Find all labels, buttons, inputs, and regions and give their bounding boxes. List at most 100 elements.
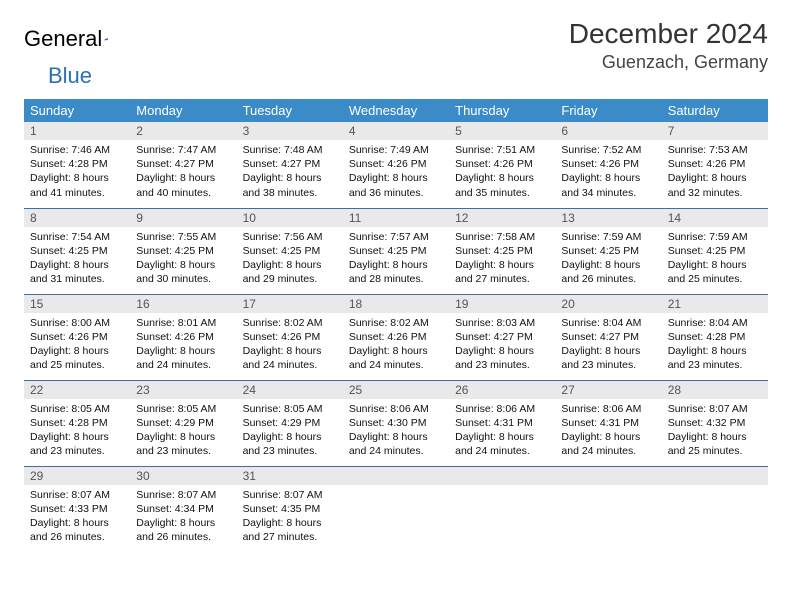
daylight-line2: and 26 minutes. xyxy=(136,530,230,544)
sunset-text: Sunset: 4:27 PM xyxy=(455,330,549,344)
col-monday: Monday xyxy=(130,99,236,122)
daylight-line2: and 32 minutes. xyxy=(668,186,762,200)
day-number: 30 xyxy=(130,467,236,485)
day-number: 7 xyxy=(662,122,768,140)
sunset-text: Sunset: 4:26 PM xyxy=(243,330,337,344)
day-body: Sunrise: 8:02 AMSunset: 4:26 PMDaylight:… xyxy=(237,313,343,377)
sunrise-text: Sunrise: 8:05 AM xyxy=(243,402,337,416)
daylight-line1: Daylight: 8 hours xyxy=(455,344,549,358)
month-title: December 2024 xyxy=(569,18,768,50)
calendar-week-row: 22Sunrise: 8:05 AMSunset: 4:28 PMDayligh… xyxy=(24,380,768,466)
daylight-line2: and 24 minutes. xyxy=(349,444,443,458)
daylight-line2: and 35 minutes. xyxy=(455,186,549,200)
sunset-text: Sunset: 4:26 PM xyxy=(561,157,655,171)
calendar-day-cell: 19 Sunrise: 8:03 AMSunset: 4:27 PMDayligh… xyxy=(449,294,555,380)
day-body: Sunrise: 8:07 AMSunset: 4:35 PMDaylight:… xyxy=(237,485,343,549)
day-number: 26 xyxy=(449,381,555,399)
daylight-line1: Daylight: 8 hours xyxy=(455,171,549,185)
day-number: 20 xyxy=(555,295,661,313)
day-number: 9 xyxy=(130,209,236,227)
calendar-day-cell: 15Sunrise: 8:00 AMSunset: 4:26 PMDayligh… xyxy=(24,294,130,380)
location-label: Guenzach, Germany xyxy=(569,52,768,73)
day-body-empty xyxy=(343,485,449,545)
col-wednesday: Wednesday xyxy=(343,99,449,122)
daylight-line1: Daylight: 8 hours xyxy=(668,171,762,185)
day-number: 5 xyxy=(449,122,555,140)
day-body: Sunrise: 7:58 AMSunset: 4:25 PMDaylight:… xyxy=(449,227,555,291)
sunrise-text: Sunrise: 8:04 AM xyxy=(668,316,762,330)
day-number-empty xyxy=(662,467,768,485)
daylight-line2: and 41 minutes. xyxy=(30,186,124,200)
day-body: Sunrise: 7:52 AMSunset: 4:26 PMDaylight:… xyxy=(555,140,661,204)
daylight-line1: Daylight: 8 hours xyxy=(136,516,230,530)
day-number-empty xyxy=(449,467,555,485)
weekday-header-row: Sunday Monday Tuesday Wednesday Thursday… xyxy=(24,99,768,122)
calendar-day-cell: 1Sunrise: 7:46 AMSunset: 4:28 PMDaylight… xyxy=(24,122,130,208)
sunrise-text: Sunrise: 7:52 AM xyxy=(561,143,655,157)
daylight-line1: Daylight: 8 hours xyxy=(136,344,230,358)
calendar-day-cell: 16Sunrise: 8:01 AMSunset: 4:26 PMDayligh… xyxy=(130,294,236,380)
col-friday: Friday xyxy=(555,99,661,122)
day-body: Sunrise: 8:07 AMSunset: 4:32 PMDaylight:… xyxy=(662,399,768,463)
day-body: Sunrise: 7:48 AMSunset: 4:27 PMDaylight:… xyxy=(237,140,343,204)
calendar-day-cell: 18Sunrise: 8:02 AMSunset: 4:26 PMDayligh… xyxy=(343,294,449,380)
day-number: 24 xyxy=(237,381,343,399)
day-number: 1 xyxy=(24,122,130,140)
daylight-line1: Daylight: 8 hours xyxy=(30,171,124,185)
day-body: Sunrise: 8:06 AMSunset: 4:31 PMDaylight:… xyxy=(449,399,555,463)
sunrise-text: Sunrise: 7:47 AM xyxy=(136,143,230,157)
day-body: Sunrise: 8:01 AMSunset: 4:26 PMDaylight:… xyxy=(130,313,236,377)
sunrise-text: Sunrise: 8:03 AM xyxy=(455,316,549,330)
col-sunday: Sunday xyxy=(24,99,130,122)
calendar-day-cell: 13Sunrise: 7:59 AMSunset: 4:25 PMDayligh… xyxy=(555,208,661,294)
daylight-line1: Daylight: 8 hours xyxy=(668,430,762,444)
daylight-line2: and 34 minutes. xyxy=(561,186,655,200)
day-number: 19 xyxy=(449,295,555,313)
daylight-line2: and 23 minutes. xyxy=(136,444,230,458)
calendar-day-cell: 7Sunrise: 7:53 AMSunset: 4:26 PMDaylight… xyxy=(662,122,768,208)
sunset-text: Sunset: 4:34 PM xyxy=(136,502,230,516)
day-number: 31 xyxy=(237,467,343,485)
day-number: 14 xyxy=(662,209,768,227)
day-number: 16 xyxy=(130,295,236,313)
calendar-day-cell: 11Sunrise: 7:57 AMSunset: 4:25 PMDayligh… xyxy=(343,208,449,294)
day-number: 2 xyxy=(130,122,236,140)
sunset-text: Sunset: 4:28 PM xyxy=(30,157,124,171)
daylight-line2: and 23 minutes. xyxy=(30,444,124,458)
sunset-text: Sunset: 4:29 PM xyxy=(243,416,337,430)
daylight-line2: and 23 minutes. xyxy=(668,358,762,372)
sunrise-text: Sunrise: 7:59 AM xyxy=(561,230,655,244)
day-number-empty xyxy=(343,467,449,485)
title-block: December 2024 Guenzach, Germany xyxy=(569,18,768,73)
sunrise-text: Sunrise: 8:07 AM xyxy=(668,402,762,416)
daylight-line1: Daylight: 8 hours xyxy=(243,344,337,358)
day-body: Sunrise: 8:05 AMSunset: 4:29 PMDaylight:… xyxy=(237,399,343,463)
day-body: Sunrise: 8:06 AMSunset: 4:30 PMDaylight:… xyxy=(343,399,449,463)
daylight-line2: and 24 minutes. xyxy=(349,358,443,372)
daylight-line1: Daylight: 8 hours xyxy=(349,171,443,185)
sunrise-text: Sunrise: 8:06 AM xyxy=(455,402,549,416)
daylight-line2: and 23 minutes. xyxy=(243,444,337,458)
day-number: 15 xyxy=(24,295,130,313)
sunrise-text: Sunrise: 7:59 AM xyxy=(668,230,762,244)
daylight-line2: and 30 minutes. xyxy=(136,272,230,286)
sunrise-text: Sunrise: 8:06 AM xyxy=(561,402,655,416)
daylight-line2: and 36 minutes. xyxy=(349,186,443,200)
day-number: 21 xyxy=(662,295,768,313)
daylight-line1: Daylight: 8 hours xyxy=(349,430,443,444)
daylight-line1: Daylight: 8 hours xyxy=(455,258,549,272)
daylight-line1: Daylight: 8 hours xyxy=(136,258,230,272)
day-body: Sunrise: 8:00 AMSunset: 4:26 PMDaylight:… xyxy=(24,313,130,377)
sunrise-text: Sunrise: 7:58 AM xyxy=(455,230,549,244)
daylight-line2: and 25 minutes. xyxy=(30,358,124,372)
sunrise-text: Sunrise: 7:55 AM xyxy=(136,230,230,244)
calendar-day-cell: 28Sunrise: 8:07 AMSunset: 4:32 PMDayligh… xyxy=(662,380,768,466)
day-body: Sunrise: 8:04 AMSunset: 4:28 PMDaylight:… xyxy=(662,313,768,377)
calendar-week-row: 29Sunrise: 8:07 AMSunset: 4:33 PMDayligh… xyxy=(24,466,768,552)
day-number: 6 xyxy=(555,122,661,140)
sunset-text: Sunset: 4:31 PM xyxy=(561,416,655,430)
daylight-line1: Daylight: 8 hours xyxy=(668,344,762,358)
daylight-line2: and 40 minutes. xyxy=(136,186,230,200)
calendar-day-cell: 14Sunrise: 7:59 AMSunset: 4:25 PMDayligh… xyxy=(662,208,768,294)
daylight-line2: and 24 minutes. xyxy=(136,358,230,372)
